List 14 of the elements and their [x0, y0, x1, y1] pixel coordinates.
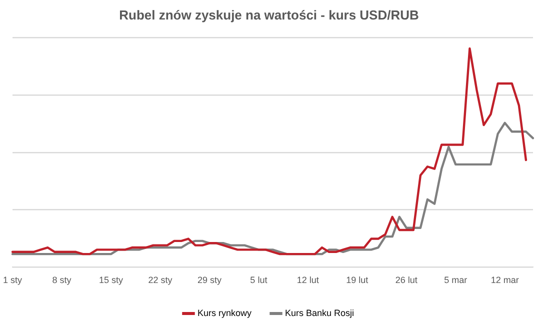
- x-tick-label: 5 lut: [250, 275, 268, 286]
- legend-label: Kurs rynkowy: [197, 308, 252, 318]
- chart-title: Rubel znów zyskuje na wartości - kurs USD/RUB: [119, 7, 419, 22]
- x-tick-label: 1 sty: [2, 275, 22, 286]
- x-tick-label: 19 lut: [346, 275, 369, 286]
- legend-label: Kurs Banku Rosji: [284, 308, 354, 318]
- x-tick-label: 8 sty: [52, 275, 72, 286]
- x-tick-label: 29 sty: [197, 275, 222, 286]
- x-tick-label: 12 mar: [490, 275, 519, 286]
- x-tick-label: 15 sty: [98, 275, 124, 286]
- x-tick-label: 26 lut: [395, 275, 418, 286]
- x-tick-label: 5 mar: [444, 275, 468, 286]
- x-tick-label: 12 lut: [296, 275, 320, 286]
- x-tick-label: 22 sty: [148, 275, 173, 286]
